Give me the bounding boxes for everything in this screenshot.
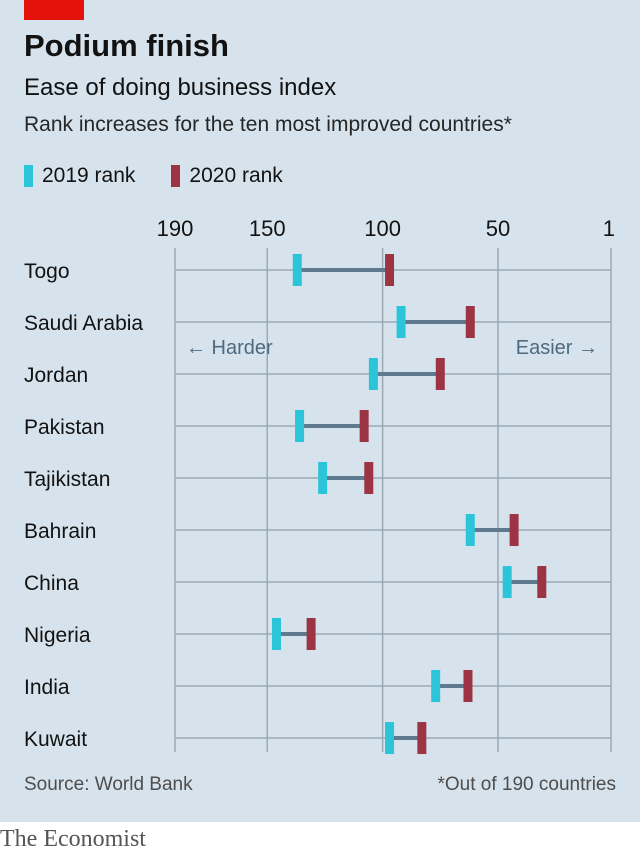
marker-2019 xyxy=(272,618,282,650)
country-label: Kuwait xyxy=(24,728,87,751)
country-label: Jordan xyxy=(24,364,88,387)
brand-wordmark: The Economist xyxy=(0,826,146,852)
tick-label: 150 xyxy=(249,216,286,241)
source-note: Source: World Bank xyxy=(24,774,193,795)
brand-tag xyxy=(24,0,84,20)
marker-2019 xyxy=(318,462,328,494)
country-label: Bahrain xyxy=(24,520,96,543)
legend-swatch-2020 xyxy=(171,165,181,187)
dumbbell-chart: 190 150 100 50 1 Togo Saudi Arabia Jordan Pakis… xyxy=(24,216,615,754)
chart-subtitle: Ease of doing business index xyxy=(24,74,337,101)
direction-label-harder: ← Harder xyxy=(186,337,273,359)
legend-label-2019: 2019 rank xyxy=(42,164,136,187)
marker-2020 xyxy=(306,618,316,650)
legend-label-2020: 2020 rank xyxy=(189,164,283,187)
marker-2020 xyxy=(417,722,427,754)
country-label: China xyxy=(24,572,79,595)
country-label: India xyxy=(24,676,70,699)
tick-label: 190 xyxy=(157,216,194,241)
marker-2020 xyxy=(509,514,519,546)
footnote: *Out of 190 countries xyxy=(437,774,617,795)
marker-2019 xyxy=(292,254,302,286)
grid-lines xyxy=(174,248,612,752)
marker-2020 xyxy=(385,254,395,286)
direction-label-easier: Easier → xyxy=(516,337,598,359)
marker-2019 xyxy=(396,306,406,338)
country-label: Tajikistan xyxy=(24,468,110,491)
chart-panel xyxy=(0,0,640,822)
legend-swatch-2019 xyxy=(24,165,33,187)
country-label: Nigeria xyxy=(24,624,91,647)
country-label: Togo xyxy=(24,260,70,283)
marker-2020 xyxy=(537,566,547,598)
marker-2019 xyxy=(502,566,512,598)
tick-labels: 190 150 100 50 1 xyxy=(157,216,615,241)
chart-title: Podium finish xyxy=(24,28,229,63)
country-label: Pakistan xyxy=(24,416,105,439)
tick-label: 1 xyxy=(603,216,615,241)
marker-2020 xyxy=(359,410,369,442)
country-label: Saudi Arabia xyxy=(24,312,143,335)
marker-2019 xyxy=(385,722,395,754)
chart-rows: Togo Saudi Arabia Jordan Pakistan Tajikistan… xyxy=(24,254,611,754)
marker-2019 xyxy=(295,410,305,442)
marker-2019 xyxy=(368,358,378,390)
marker-2020 xyxy=(435,358,445,390)
chart-description: Rank increases for the ten most improved… xyxy=(24,113,512,136)
marker-2019 xyxy=(465,514,475,546)
legend-item-2019: 2019 rank xyxy=(24,164,135,188)
legend-item-2020: 2020 rank xyxy=(171,164,283,188)
tick-label: 50 xyxy=(486,216,510,241)
marker-2020 xyxy=(463,670,473,702)
tick-label: 100 xyxy=(364,216,401,241)
legend: 2019 rank 2020 rank xyxy=(24,160,319,192)
marker-2020 xyxy=(465,306,475,338)
marker-2019 xyxy=(431,670,441,702)
marker-2020 xyxy=(364,462,374,494)
